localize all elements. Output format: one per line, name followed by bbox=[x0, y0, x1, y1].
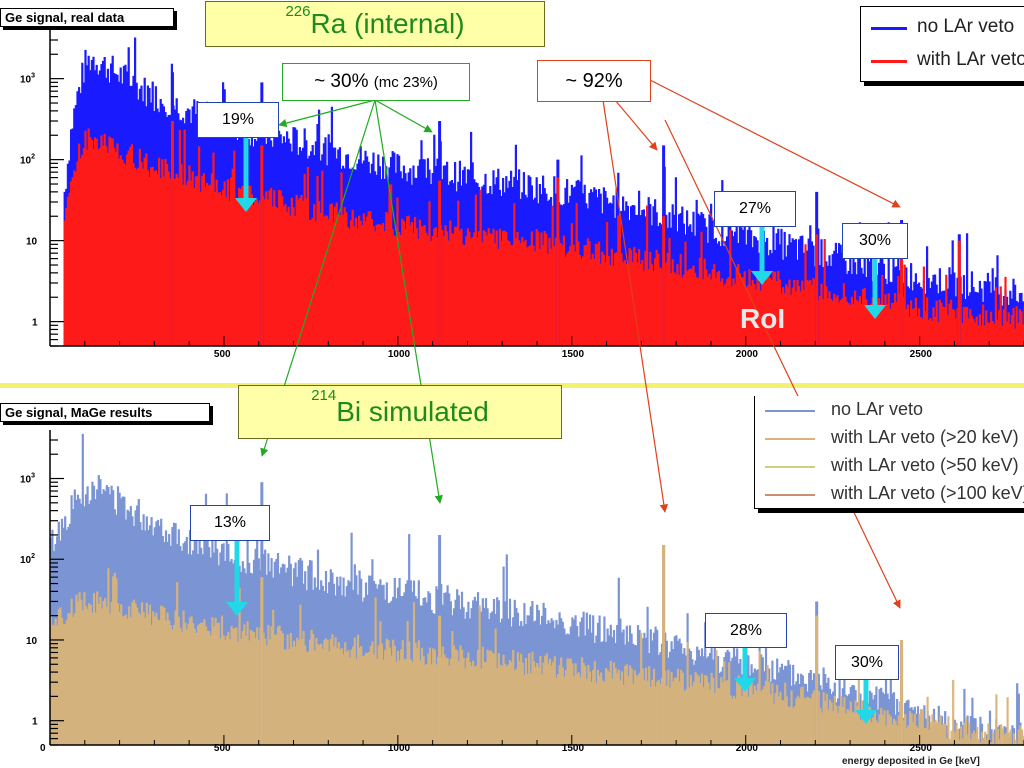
legend-swatch-2 bbox=[765, 466, 815, 468]
green-arrow-0 bbox=[278, 99, 376, 128]
bottom-isotope-box: 214Bi simulated bbox=[238, 385, 562, 439]
top-legend-row-veto: with LAr veto bbox=[861, 47, 1024, 75]
bottom-isotope-text: Bi simulated bbox=[336, 396, 489, 427]
bottom-legend-label-3: with LAr veto (>100 keV) bbox=[831, 483, 1024, 503]
x-tick-label-3: 1500 bbox=[562, 743, 585, 754]
x-tick-label-1: 500 bbox=[214, 743, 231, 754]
green-arrow-1 bbox=[374, 99, 433, 133]
top-label-30: 30% bbox=[842, 223, 908, 259]
bottom-isotope-mass: 214 bbox=[311, 387, 337, 404]
bottom-x-axis-label: energy deposited in Ge [keV] bbox=[842, 756, 980, 767]
x-tick-label-3: 2000 bbox=[736, 349, 759, 360]
bottom-legend-row-0: no LAr veto bbox=[755, 398, 1024, 426]
legend-swatch-3 bbox=[765, 494, 815, 496]
series-area-with-lar-veto bbox=[63, 128, 1024, 347]
x-tick-label-0: 0 bbox=[40, 743, 46, 754]
green-percent-sub: (mc 23%) bbox=[373, 74, 438, 91]
legend-swatch-red bbox=[871, 60, 907, 63]
red-percent-box: ~ 92% bbox=[537, 60, 651, 102]
x-tick-label-4: 2000 bbox=[736, 743, 759, 754]
top-legend: no LAr veto with LAr veto bbox=[860, 6, 1024, 82]
bottom-label-28: 28% bbox=[705, 613, 787, 648]
x-tick-label-0: 500 bbox=[214, 349, 231, 360]
legend-swatch-blue bbox=[871, 27, 907, 30]
top-panel-title: Ge signal, real data bbox=[0, 8, 174, 27]
bottom-panel-title: Ge signal, MaGe results bbox=[0, 403, 210, 422]
x-tick-label-4: 2500 bbox=[910, 349, 933, 360]
bottom-legend-label-2: with LAr veto (>50 keV) bbox=[831, 455, 1019, 475]
red-arrow-3 bbox=[664, 119, 901, 609]
x-tick-label-5: 2500 bbox=[910, 743, 933, 754]
bottom-legend-label-0: no LAr veto bbox=[831, 399, 924, 419]
top-isotope-text: Ra (internal) bbox=[310, 8, 465, 39]
bottom-legend-label-1: with LAr veto (>20 keV) bbox=[831, 427, 1019, 447]
roi-label: RoI bbox=[740, 303, 786, 334]
red-arrow-1 bbox=[614, 99, 658, 151]
top-label-19: 19% bbox=[197, 102, 279, 138]
cyan-arrow-head-1 bbox=[751, 271, 773, 285]
bottom-legend: no LAr veto with LAr veto (>20 keV) with… bbox=[754, 396, 1024, 509]
top-legend-label-no-veto: no LAr veto bbox=[917, 16, 1015, 37]
cyan-arrow-head-4 bbox=[734, 678, 756, 692]
y-tick-label-1: 10 bbox=[26, 636, 38, 647]
legend-swatch-0 bbox=[765, 410, 815, 412]
cyan-arrow-head-3 bbox=[226, 602, 248, 616]
green-percent-main: ~ 30% bbox=[314, 71, 369, 92]
top-legend-label-veto: with LAr veto bbox=[917, 49, 1024, 70]
x-tick-label-2: 1000 bbox=[388, 743, 411, 754]
series-area-with-lar-veto-20-kev- bbox=[49, 568, 1024, 746]
panel-0-plot bbox=[63, 37, 1024, 347]
top-isotope-mass: 226 bbox=[285, 3, 311, 20]
top-legend-row-no-veto: no LAr veto bbox=[861, 14, 1024, 42]
red-arrow-0 bbox=[602, 99, 669, 513]
x-tick-label-1: 1000 bbox=[388, 349, 411, 360]
y-tick-label-0: 1 bbox=[32, 717, 38, 728]
top-label-27: 27% bbox=[714, 191, 796, 227]
cyan-arrow-head-0 bbox=[235, 198, 257, 212]
top-isotope-box: 226Ra (internal) bbox=[205, 1, 545, 47]
bottom-label-30: 30% bbox=[835, 645, 899, 680]
bottom-legend-row-1: with LAr veto (>20 keV) bbox=[755, 426, 1024, 454]
red-arrow-2 bbox=[649, 79, 901, 208]
legend-swatch-1 bbox=[765, 438, 815, 440]
y-tick-label-0: 1 bbox=[32, 318, 38, 329]
green-percent-box: ~ 30% (mc 23%) bbox=[282, 63, 470, 101]
x-tick-label-2: 1500 bbox=[562, 349, 585, 360]
cyan-arrow-head-2 bbox=[864, 305, 886, 319]
bottom-label-13: 13% bbox=[190, 505, 270, 541]
y-tick-label-1: 10 bbox=[26, 237, 38, 248]
bottom-legend-row-3: with LAr veto (>100 keV) bbox=[755, 482, 1024, 508]
cyan-arrow-head-5 bbox=[855, 710, 877, 724]
bottom-legend-row-2: with LAr veto (>50 keV) bbox=[755, 454, 1024, 482]
